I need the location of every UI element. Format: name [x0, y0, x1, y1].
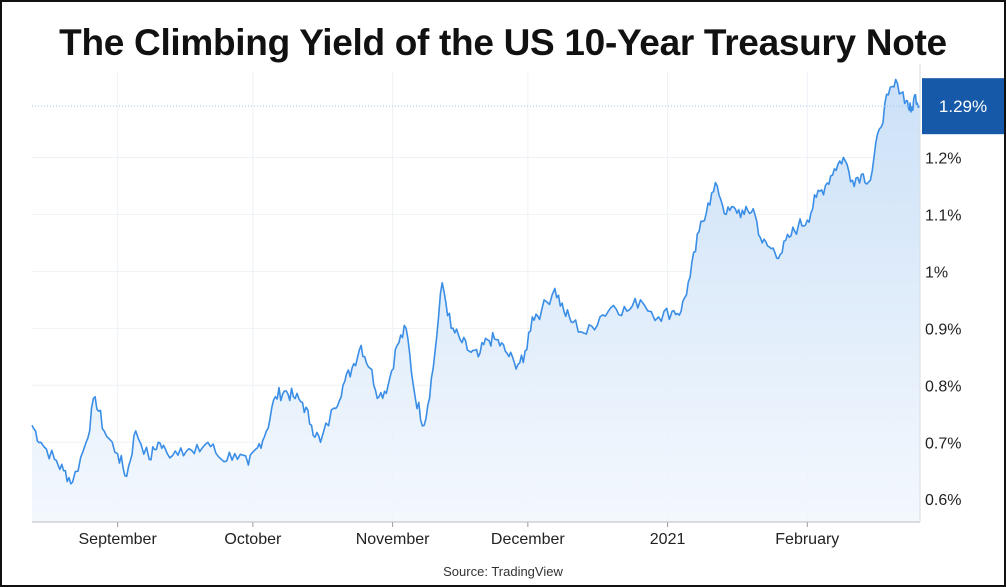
last-value-label: 1.29%	[939, 97, 987, 116]
x-tick-label: September	[79, 531, 158, 548]
chart-title: The Climbing Yield of the US 10-Year Tre…	[59, 22, 947, 63]
x-tick-label: 2021	[650, 531, 686, 548]
x-tick-label: October	[224, 531, 282, 548]
y-tick-label: 0.7%	[925, 435, 961, 452]
source-note: Source: TradingView	[443, 564, 563, 579]
series-line	[31, 78, 921, 485]
line-layer	[31, 78, 921, 485]
y-tick-label: 1.2%	[925, 150, 961, 167]
x-tick-label: February	[775, 531, 839, 548]
y-tick-label: 1%	[925, 264, 948, 281]
axes: 0.6% 0.7% 0.8% 0.9% 1% 1.1% 1.2% September Octob…	[32, 64, 961, 548]
area-layer	[32, 79, 920, 522]
x-tick-label: November	[356, 531, 430, 548]
y-tick-label: 1.1%	[925, 207, 961, 224]
area-fill	[32, 79, 920, 522]
y-tick-label: 0.9%	[925, 321, 961, 338]
y-tick-label: 0.8%	[925, 378, 961, 395]
y-tick-label: 0.6%	[925, 492, 961, 509]
last-value-box	[922, 78, 1004, 135]
x-tick-label: December	[491, 531, 565, 548]
last-value-badge: 1.29%	[32, 78, 1004, 135]
